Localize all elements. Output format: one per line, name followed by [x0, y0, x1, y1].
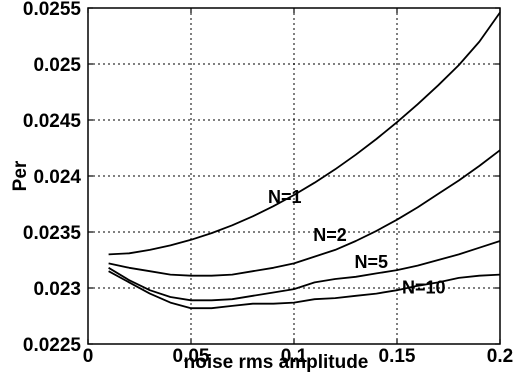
- series-label: N=10: [402, 278, 446, 298]
- x-tick-label: 0: [83, 346, 94, 367]
- y-tick-label: 0.0225: [23, 335, 82, 356]
- x-tick-label: 0.1: [281, 346, 308, 367]
- y-tick-label: 0.025: [33, 55, 81, 76]
- grid: [88, 8, 500, 344]
- y-tick-label: 0.024: [33, 167, 81, 188]
- axis-ticks: 0 0.05 0.1 0.15 0.2 0.0225 0.023 0.0235 0.024 0.0…: [23, 0, 513, 367]
- x-tick-label: 0.05: [173, 346, 210, 367]
- y-axis-label: Per: [10, 160, 31, 191]
- y-tick-label: 0.0245: [23, 111, 82, 132]
- series-line-n10: [108, 270, 501, 310]
- series-label: N=1: [268, 187, 302, 207]
- x-axis-label: noise rms amplitude: [184, 352, 369, 373]
- series-line-n2: [108, 149, 501, 277]
- series-labels: N=1 N=2 N=5 N=10: [268, 187, 446, 298]
- series-label: N=2: [313, 225, 347, 245]
- series-label: N=5: [354, 252, 388, 272]
- y-tick-label: 0.0235: [23, 223, 82, 244]
- series-line-n5: [108, 240, 501, 302]
- x-tick-label: 0.2: [487, 346, 513, 367]
- y-tick-label: 0.0255: [23, 0, 82, 20]
- y-tick-label: 0.023: [33, 279, 81, 300]
- x-tick-label: 0.15: [379, 346, 416, 367]
- series-line-n1: [108, 11, 501, 256]
- series-lines: [108, 11, 501, 310]
